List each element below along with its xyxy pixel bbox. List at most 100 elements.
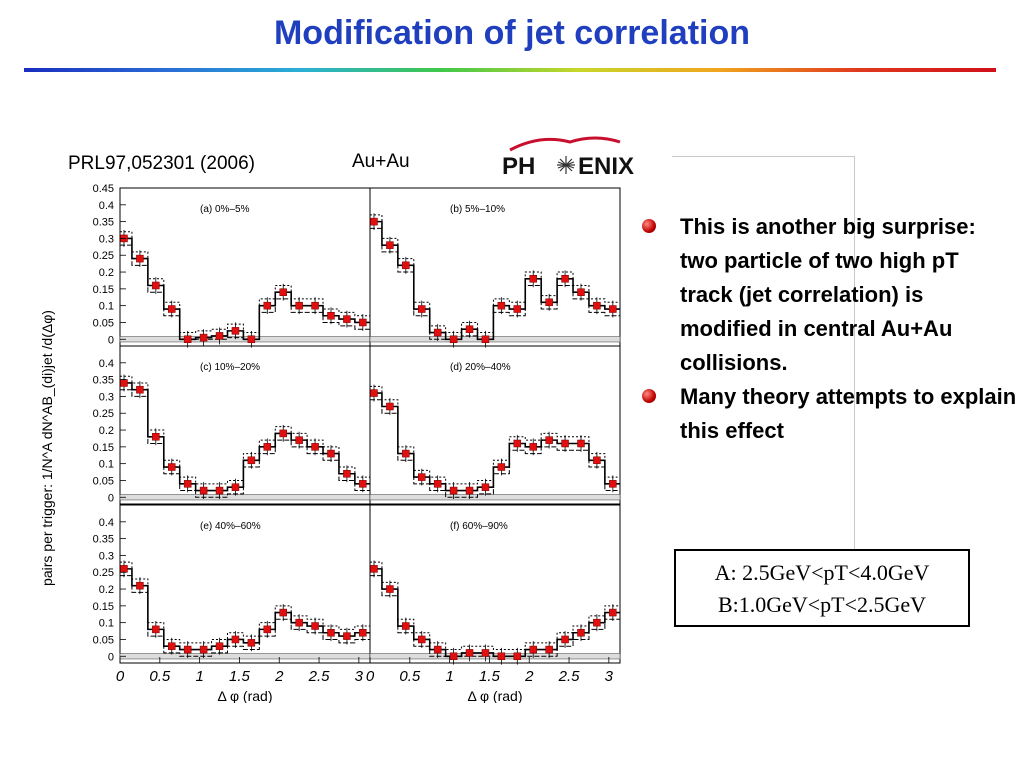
y-tick-label: 0.15	[93, 601, 114, 613]
data-point	[295, 436, 303, 444]
y-tick-label: 0	[108, 492, 114, 504]
data-point	[433, 328, 442, 337]
phenix-logo: PH ENIX	[500, 132, 635, 184]
data-point	[497, 652, 506, 661]
data-point	[183, 645, 192, 654]
data-point	[513, 652, 522, 661]
x-tick-label: 0	[366, 668, 375, 685]
data-point	[418, 305, 426, 313]
data-point	[561, 439, 569, 448]
x-tick-label: 0.5	[149, 668, 171, 685]
data-point	[465, 649, 474, 657]
data-point	[215, 642, 224, 650]
y-tick-label: 0.05	[93, 475, 114, 487]
data-point	[168, 305, 176, 313]
data-point	[609, 480, 617, 488]
data-point	[561, 635, 569, 644]
x-tick-label: 1.5	[229, 668, 251, 685]
zero-band	[369, 494, 621, 501]
panel-label: (c) 10%–20%	[200, 362, 260, 373]
data-point	[152, 433, 160, 441]
data-point	[136, 254, 144, 263]
data-point	[231, 635, 240, 644]
panel-label: (f) 60%–90%	[450, 521, 508, 532]
y-axis-label: pairs per trigger: 1/N^A dN^AB_(di)jet /…	[39, 310, 55, 586]
panel-frame	[369, 345, 621, 505]
bullet-icon	[642, 389, 656, 403]
data-point	[465, 486, 474, 495]
phenix-logo-graphic: PH ENIX	[502, 136, 634, 180]
bullet-item: This is another big surprise: two partic…	[642, 210, 1017, 380]
model-step-line	[120, 375, 370, 485]
x-tick-label: 2.5	[308, 668, 331, 685]
y-tick-label: 0.2	[99, 425, 114, 437]
data-point	[577, 439, 585, 448]
x-tick-label: 3	[355, 668, 364, 685]
model-step-line	[370, 385, 620, 485]
data-point	[263, 625, 272, 634]
data-point	[311, 443, 319, 451]
y-tick-label: 0.35	[93, 217, 114, 229]
data-point	[168, 642, 176, 650]
y-tick-label: 0.1	[99, 618, 114, 630]
data-point	[497, 301, 506, 310]
data-point	[386, 402, 394, 411]
model-step-line	[120, 244, 370, 340]
data-point	[231, 327, 240, 335]
data-point	[343, 632, 351, 640]
reference-label: PRL97,052301 (2006)	[68, 153, 255, 174]
y-tick-label: 0.1	[99, 459, 114, 471]
y-tick-label: 0.4	[99, 517, 114, 529]
data-point	[561, 275, 569, 283]
data-point	[359, 480, 367, 488]
panel-frame	[369, 504, 621, 664]
data-point	[263, 443, 272, 451]
data-point	[513, 305, 522, 313]
zero-band	[119, 653, 371, 660]
data-point	[433, 480, 442, 488]
y-tick-label: 0.45	[93, 183, 114, 195]
data-point	[449, 486, 458, 495]
model-step-line	[370, 399, 620, 498]
model-step-line	[120, 568, 370, 651]
data-point	[215, 332, 224, 340]
y-tick-label: 0	[108, 334, 114, 346]
zero-band	[119, 494, 371, 501]
data-point	[497, 463, 506, 471]
x-tick-label: 0.5	[399, 668, 421, 685]
data-point	[279, 288, 287, 296]
y-tick-label: 0.3	[99, 233, 114, 245]
data-point	[168, 463, 176, 471]
pt-range-b: B:1.0GeV<pT<2.5GeV	[717, 592, 927, 617]
data-point	[199, 645, 208, 654]
panel-label: (e) 40%–60%	[200, 521, 261, 532]
y-tick-label: 0.05	[93, 317, 114, 329]
system-label: Au+Au	[352, 151, 410, 172]
data-point	[577, 288, 585, 296]
data-point	[529, 443, 537, 451]
bullet-text: This is another big surprise: two partic…	[680, 214, 976, 375]
model-step-line	[370, 220, 620, 341]
decorative-frame	[672, 156, 855, 557]
data-point	[247, 456, 256, 465]
data-point	[433, 645, 442, 654]
data-point	[263, 301, 272, 310]
data-point	[120, 565, 128, 573]
data-point	[327, 449, 335, 458]
data-point	[183, 335, 192, 344]
pt-range-box: A: 2.5GeV<pT<4.0GeV B:1.0GeV<pT<2.5GeV	[674, 549, 970, 627]
y-tick-label: 0.05	[93, 634, 114, 646]
y-tick-label: 0.3	[99, 391, 114, 403]
x-axis-label: Δ φ (rad)	[218, 688, 273, 703]
data-point	[481, 649, 490, 657]
data-point	[136, 581, 144, 590]
logo-text-right: ENIX	[578, 153, 634, 180]
y-tick-label: 0.35	[93, 534, 114, 546]
y-tick-label: 0.4	[99, 200, 114, 212]
data-point	[449, 652, 458, 661]
data-point	[529, 645, 537, 654]
data-point	[513, 439, 522, 448]
bullet-item: Many theory attempts to explain this eff…	[642, 380, 1017, 448]
model-step-line	[370, 568, 620, 658]
y-tick-label: 0.2	[99, 267, 114, 279]
